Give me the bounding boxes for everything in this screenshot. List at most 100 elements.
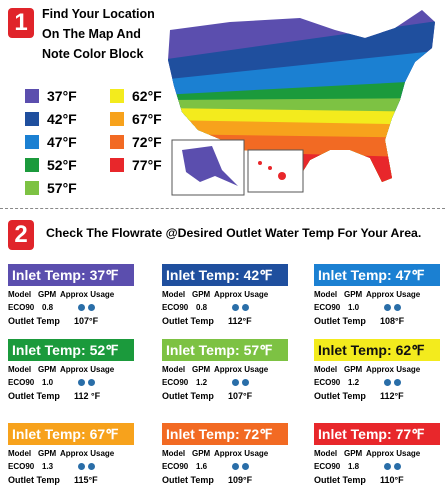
legend-label: 42°F [47,111,77,127]
gpm: 1.3 [42,462,54,471]
inlet-temp: 47℉ [395,267,425,283]
legend-swatch [110,135,124,149]
inlet-temp: 42℉ [243,267,273,283]
title-line: Find Your Location [42,7,155,21]
column-row: Model GPM Approx Usage [314,288,440,301]
column-row: Model GPM Approx Usage [162,363,288,376]
column-header: Model [314,449,338,458]
gpm: 1.6 [196,462,208,471]
usage-icon [394,379,401,386]
legend-item: 52°F [25,157,77,173]
card: Inlet Temp: 47℉ Model GPM Approx Usage ECO90 1… [314,264,440,327]
model: ECO90 [314,378,341,387]
column-header: Approx Usage [214,365,269,374]
column-header: GPM [192,365,211,374]
usage-icon [88,304,95,311]
legend-label: 62°F [132,88,162,104]
data-row: ECO90 1.6 [162,460,288,473]
card-header: Inlet Temp: 47℉ [314,264,440,286]
column-header: Approx Usage [60,365,115,374]
divider [0,208,445,209]
card: Inlet Temp: 67℉ Model GPM Approx Usage ECO90 1… [8,423,134,486]
outlet-row: Outlet Temp 112°F [314,389,440,402]
outlet-temp: 107°F [74,316,99,326]
column-header: Approx Usage [214,290,269,299]
column-header: GPM [192,290,211,299]
inlet-temp: 67℉ [89,426,119,442]
data-row: ECO90 1.0 [314,301,440,314]
outlet-label: Outlet Temp [162,316,214,326]
model: ECO90 [8,378,35,387]
model: ECO90 [8,462,35,471]
legend-item: 67°F [110,111,162,127]
inlet-label: Inlet Temp: [166,342,240,358]
outlet-temp: 108°F [380,316,405,326]
outlet-label: Outlet Temp [8,475,60,485]
column-header: GPM [192,449,211,458]
inlet-label: Inlet Temp: [318,426,392,442]
column-row: Model GPM Approx Usage [314,363,440,376]
gpm: 1.0 [42,378,54,387]
card-header: Inlet Temp: 57℉ [162,339,288,361]
outlet-temp: 112 °F [74,391,101,401]
column-header: Model [314,365,338,374]
column-header: GPM [38,290,57,299]
model: ECO90 [162,378,189,387]
map [168,10,435,196]
outlet-row: Outlet Temp 107°F [8,314,134,327]
usage-icon [232,304,239,311]
data-row: ECO90 1.2 [314,376,440,389]
usage-icon [232,463,239,470]
column-header: GPM [38,449,57,458]
inlet-temp: 52℉ [89,342,119,358]
card-header: Inlet Temp: 37℉ [8,264,134,286]
column-header: Approx Usage [60,449,115,458]
model: ECO90 [8,303,35,312]
gpm: 1.8 [348,462,360,471]
outlet-row: Outlet Temp 112 °F [8,389,134,402]
inlet-label: Inlet Temp: [318,267,392,283]
legend-item: 77°F [110,157,162,173]
inlet-label: Inlet Temp: [166,426,240,442]
data-row: ECO90 0.8 [162,301,288,314]
card: Inlet Temp: 37℉ Model GPM Approx Usage ECO90 0… [8,264,134,327]
usage-icon [242,304,249,311]
outlet-temp: 110°F [380,475,404,485]
legend-item: 57°F [25,180,77,196]
column-header: Approx Usage [366,449,421,458]
usage-icon [384,304,391,311]
column-header: Approx Usage [214,449,269,458]
outlet-label: Outlet Temp [314,475,366,485]
usage-icon [242,463,249,470]
column-header: GPM [38,365,57,374]
column-row: Model GPM Approx Usage [162,288,288,301]
card: Inlet Temp: 57℉ Model GPM Approx Usage ECO90 1… [162,339,288,402]
step-title: Check The Flowrate @Desired Outlet Water… [46,226,422,240]
gpm: 0.8 [196,303,208,312]
usage-icon [78,463,85,470]
column-header: Model [162,449,186,458]
model: ECO90 [162,462,189,471]
model: ECO90 [314,462,341,471]
legend-swatch [25,112,39,126]
legend-item: 37°F [25,88,77,104]
column-row: Model GPM Approx Usage [8,288,134,301]
data-row: ECO90 1.8 [314,460,440,473]
legend-swatch [25,181,39,195]
column-header: Approx Usage [366,365,421,374]
column-header: Model [162,365,186,374]
usage-icon [232,379,239,386]
card: Inlet Temp: 52℉ Model GPM Approx Usage ECO90 1… [8,339,134,402]
outlet-temp: 107°F [228,391,253,401]
usage-icon [394,463,401,470]
usage-icon [384,379,391,386]
step-number: 1 [8,8,34,38]
outlet-temp: 112°F [228,316,252,326]
legend-label: 72°F [132,134,162,150]
outlet-temp: 109°F [228,475,253,485]
usage-icon [88,379,95,386]
legend-swatch [25,135,39,149]
usage-icon [78,304,85,311]
outlet-row: Outlet Temp 115°F [8,473,134,486]
gpm: 1.0 [348,303,360,312]
